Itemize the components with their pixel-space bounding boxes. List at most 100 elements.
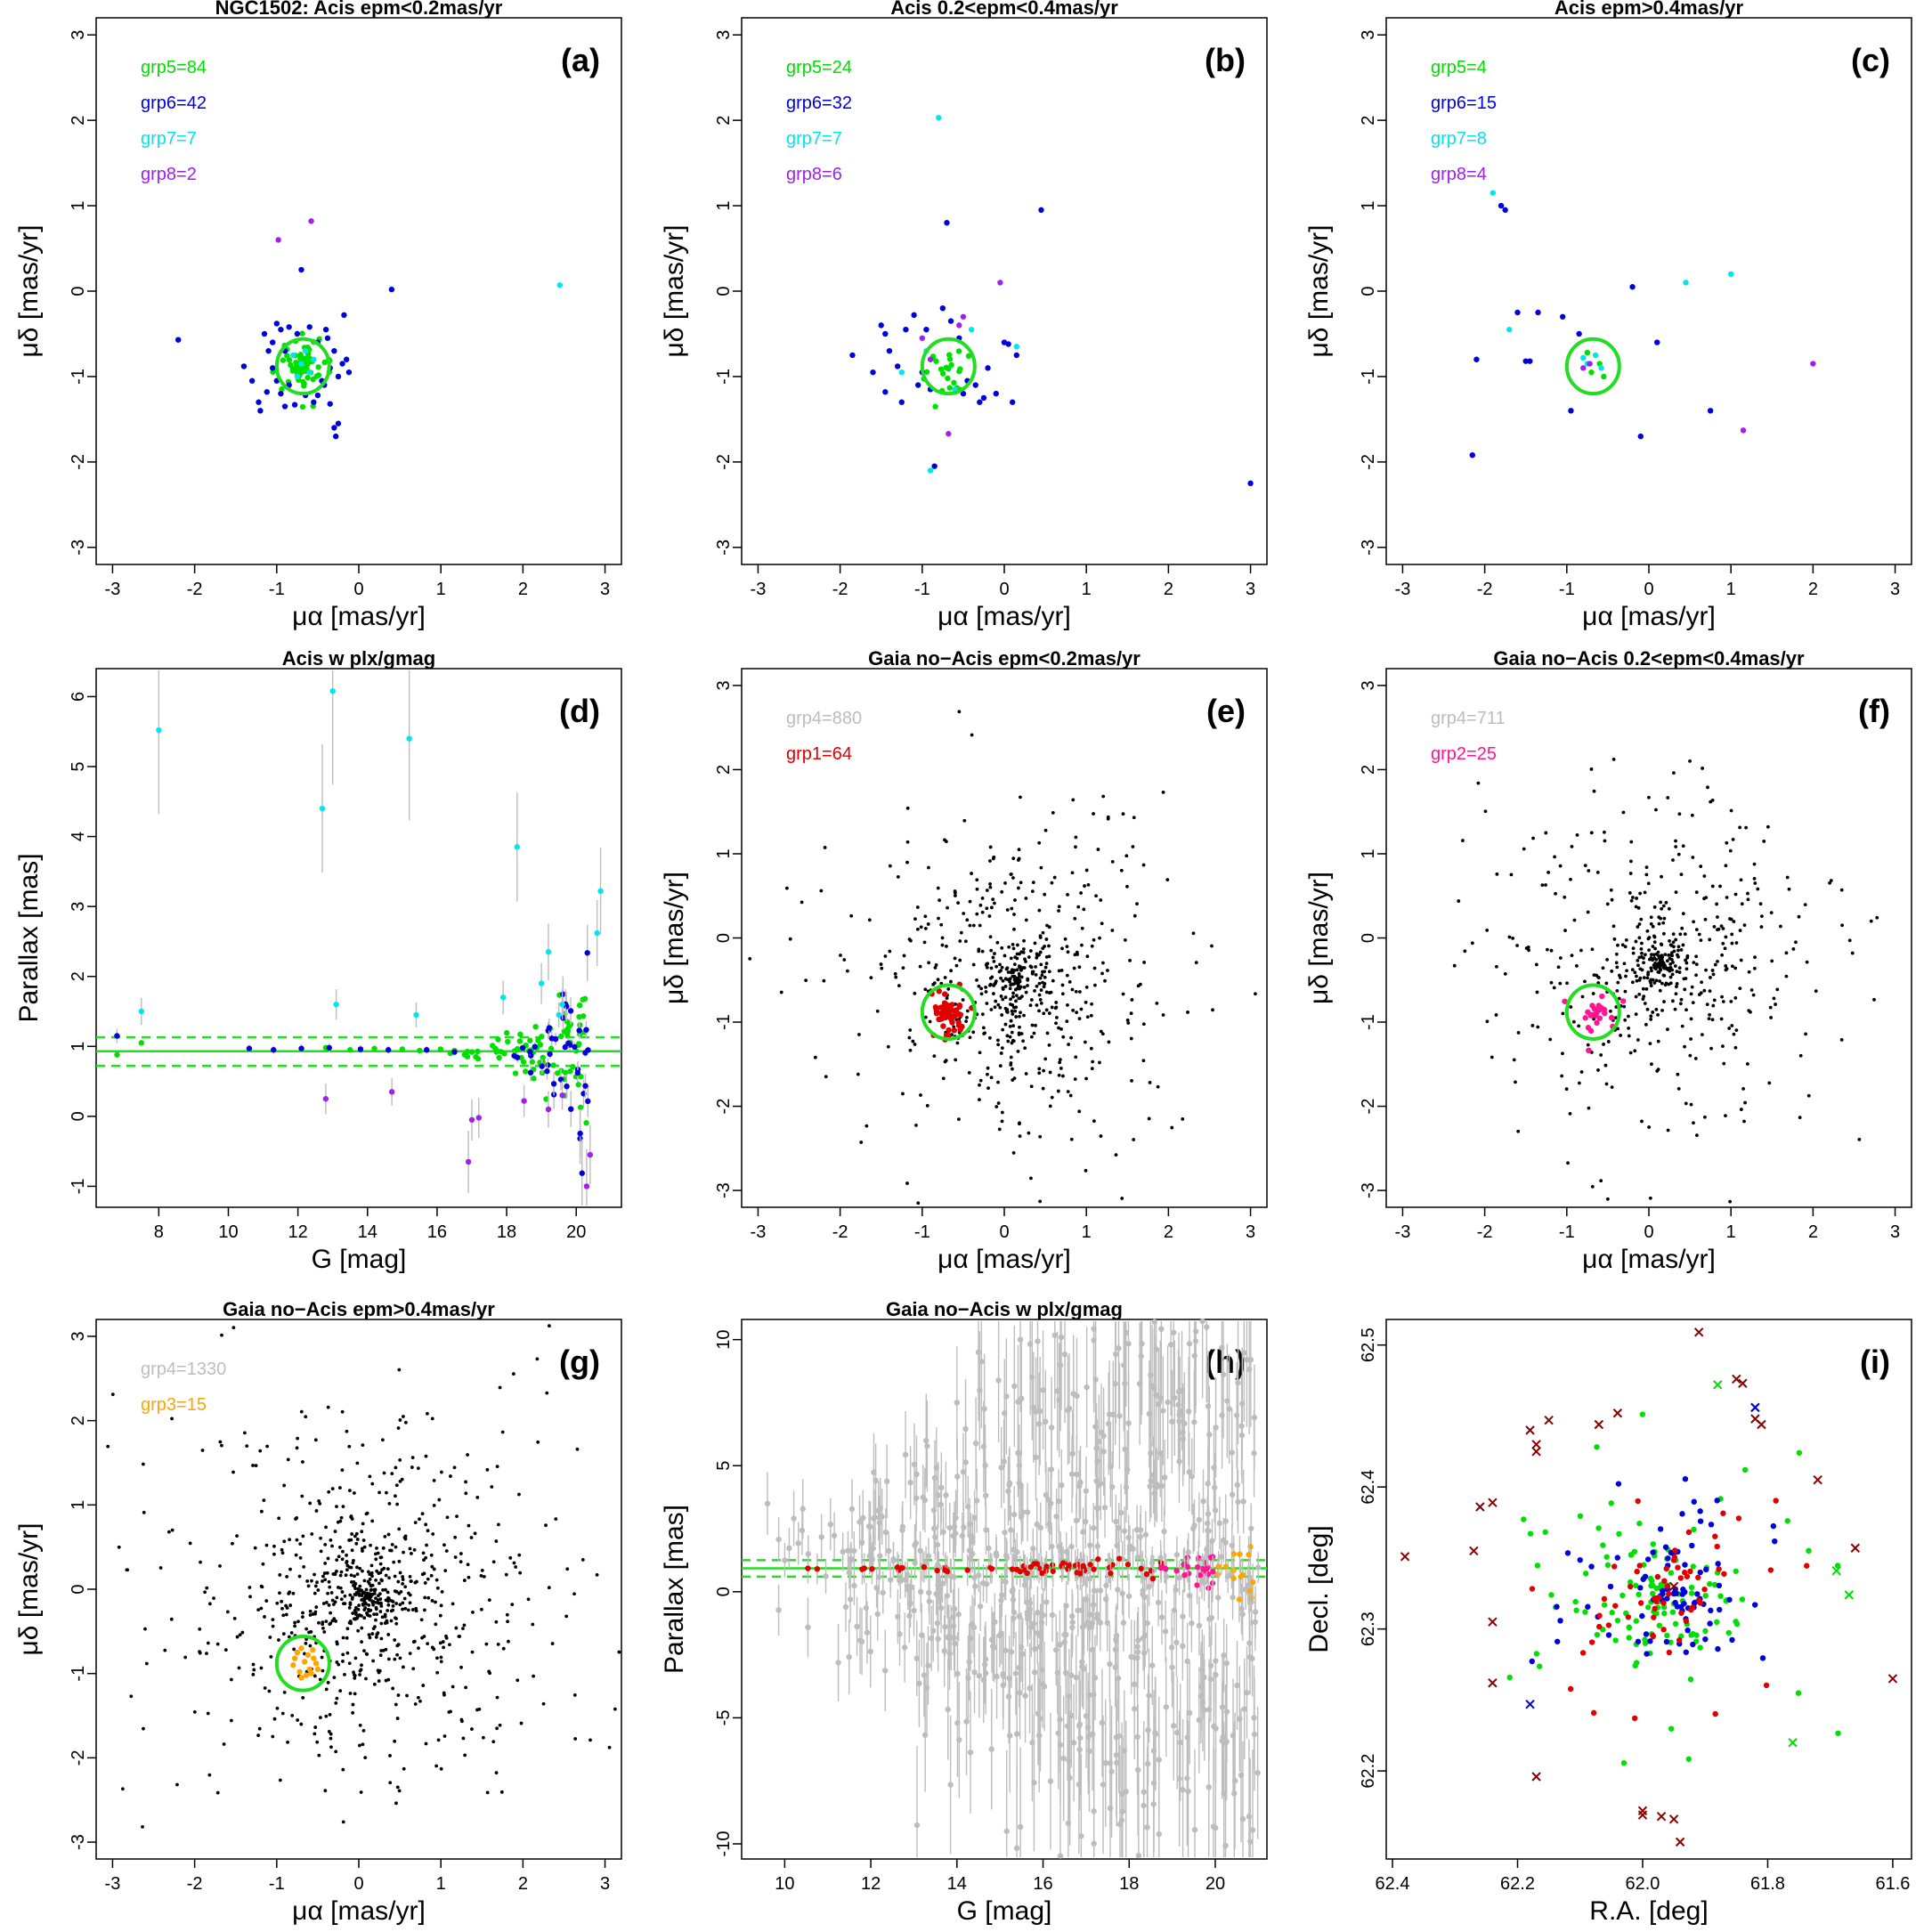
data-point	[1529, 1658, 1535, 1665]
data-point	[975, 912, 979, 916]
data-point	[986, 1086, 990, 1091]
data-point	[1740, 427, 1747, 434]
data-point	[293, 1620, 297, 1625]
data-point	[1143, 1571, 1150, 1578]
data-point	[1034, 964, 1037, 969]
data-point	[1483, 809, 1488, 814]
data-point	[938, 898, 941, 903]
data-point	[372, 1682, 377, 1686]
data-point	[1047, 925, 1051, 929]
data-point	[1136, 1380, 1143, 1387]
data-point	[1197, 1572, 1204, 1579]
data-point	[377, 1679, 381, 1683]
data-point	[1189, 1619, 1195, 1627]
data-point	[1658, 957, 1662, 962]
data-point	[971, 962, 976, 967]
data-point	[835, 1660, 841, 1666]
data-point	[322, 1630, 327, 1634]
data-point	[1043, 965, 1048, 970]
data-point	[1672, 1547, 1678, 1554]
data-point	[1548, 1037, 1553, 1042]
data-point	[1708, 1522, 1715, 1528]
data-point	[1047, 1011, 1051, 1015]
data-point	[337, 1586, 340, 1589]
data-point	[1011, 1012, 1015, 1016]
cluster-circle	[1564, 983, 1621, 1041]
data-point	[273, 321, 280, 327]
data-point	[587, 1151, 594, 1158]
data-point	[897, 1631, 903, 1637]
data-point	[278, 1591, 281, 1595]
data-point	[1616, 1027, 1620, 1031]
data-point	[1697, 1518, 1704, 1524]
data-point	[847, 1596, 854, 1603]
panel-title: Gaia no−Acis 0.2<epm<0.4mas/yr	[1493, 647, 1805, 670]
data-point	[360, 1546, 364, 1551]
data-point	[1847, 938, 1852, 943]
data-point	[991, 897, 995, 902]
data-point	[1016, 943, 1019, 947]
cross-marker	[1531, 1772, 1541, 1782]
data-point	[371, 1659, 375, 1663]
y-tick-label: 0	[714, 1587, 734, 1596]
x-tick-label: 8	[154, 1222, 164, 1242]
data-point	[1206, 1432, 1213, 1438]
data-point	[277, 1638, 280, 1642]
data-point	[934, 1541, 941, 1548]
data-point	[429, 1553, 434, 1557]
data-point	[449, 1474, 452, 1478]
data-point	[1637, 936, 1642, 940]
data-point	[1012, 927, 1016, 931]
data-point	[932, 1054, 937, 1059]
data-point	[406, 1608, 410, 1612]
data-point	[169, 1617, 174, 1621]
data-point	[1001, 997, 1005, 1002]
data-point	[1668, 1725, 1675, 1732]
data-point	[330, 1544, 334, 1548]
data-point	[1659, 900, 1663, 905]
data-point	[471, 1610, 475, 1614]
data-point	[288, 1567, 292, 1571]
data-point	[420, 1636, 424, 1640]
data-point	[1772, 996, 1776, 1001]
panel-title: Gaia no−Acis w plx/gmag	[886, 1298, 1123, 1320]
data-point	[512, 1070, 519, 1076]
data-point	[1691, 1526, 1697, 1533]
data-point	[330, 1487, 335, 1490]
data-point	[905, 860, 909, 865]
data-point	[207, 1773, 212, 1777]
y-axis-label: μδ [mas/yr]	[14, 225, 44, 358]
data-point	[919, 335, 926, 341]
data-point	[938, 1604, 945, 1611]
data-point	[384, 1573, 388, 1578]
data-point	[568, 1106, 574, 1112]
data-point	[1634, 994, 1638, 999]
data-point	[1030, 971, 1035, 976]
data-point	[784, 886, 789, 890]
data-point	[1630, 896, 1635, 899]
data-point	[1714, 1498, 1720, 1504]
data-point	[386, 1047, 392, 1053]
data-point	[845, 1547, 851, 1554]
data-point	[1017, 971, 1021, 976]
data-point	[1246, 1551, 1252, 1558]
data-point	[1155, 1001, 1159, 1005]
data-point	[1739, 958, 1743, 962]
data-point	[1043, 1418, 1049, 1425]
data-point	[453, 1555, 458, 1559]
series-grp1	[1529, 1498, 1810, 1722]
data-point	[1048, 1425, 1055, 1431]
data-point	[1628, 891, 1632, 895]
data-point	[1629, 840, 1634, 844]
data-point	[378, 1610, 383, 1613]
data-point	[341, 1505, 345, 1509]
data-point	[326, 1591, 329, 1595]
cross-marker	[1656, 1811, 1667, 1822]
data-point	[959, 1532, 965, 1539]
data-point	[984, 985, 988, 989]
data-point	[1010, 1009, 1014, 1013]
data-point	[1019, 1011, 1022, 1015]
data-point	[1694, 962, 1699, 967]
data-point	[1074, 1055, 1078, 1059]
x-tick-label: 12	[861, 1874, 881, 1894]
